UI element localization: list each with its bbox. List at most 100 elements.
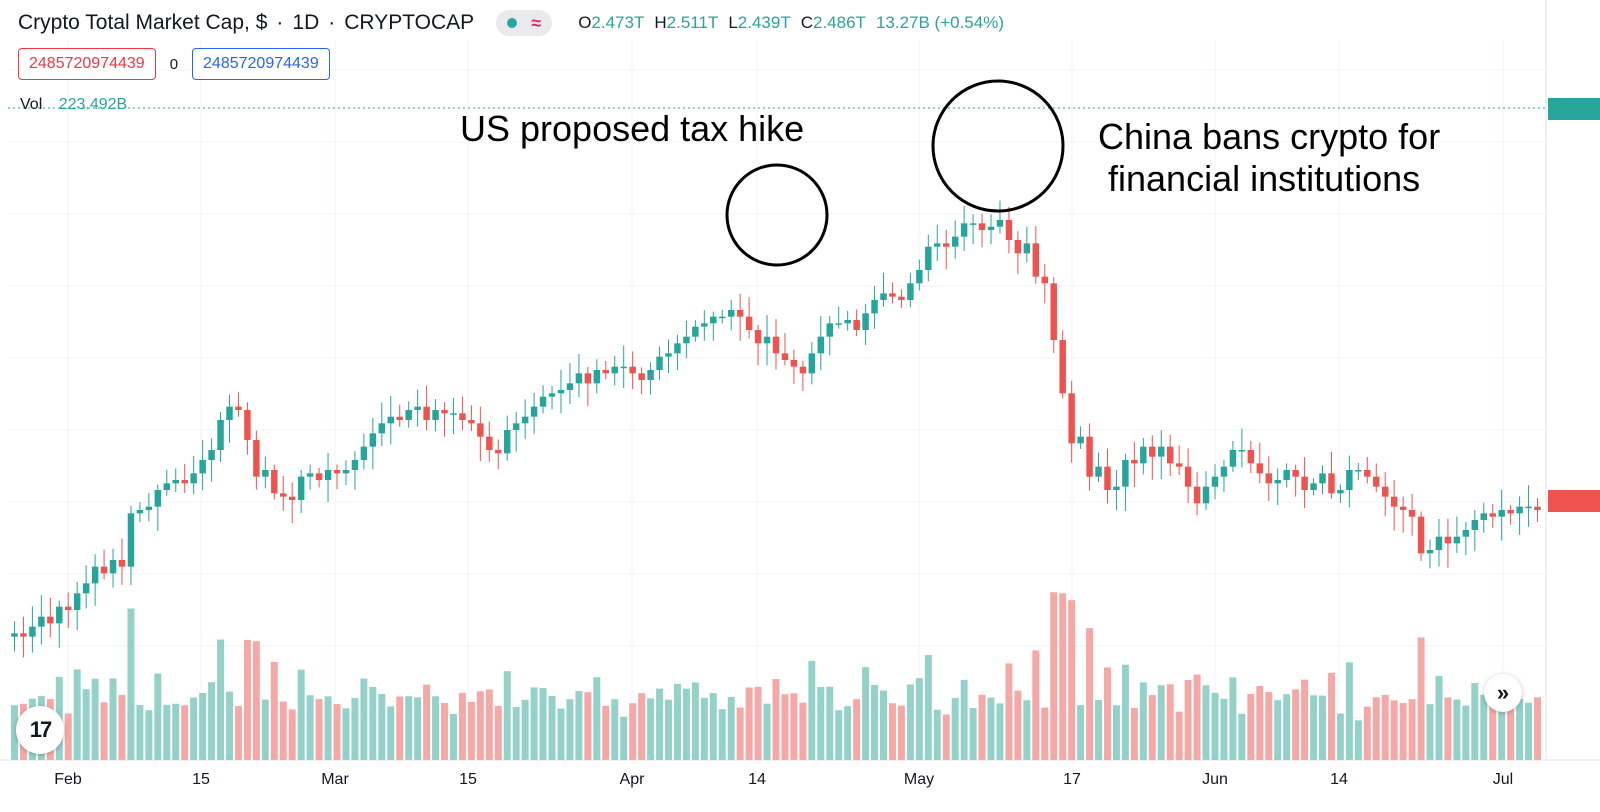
candle-body [1256, 463, 1264, 474]
sell-price-box[interactable]: 2485720974439 [18, 48, 156, 80]
last-price-tag [1548, 98, 1600, 120]
tradingview-logo-icon[interactable]: 17 [16, 706, 64, 754]
volume-bar [476, 691, 484, 760]
volume-bar [234, 706, 242, 760]
candle-body [503, 430, 511, 454]
volume-bar [1435, 675, 1443, 760]
candle-body [853, 320, 860, 330]
candle-body [378, 423, 386, 434]
volume-bar [1157, 685, 1165, 760]
volume-bar [978, 694, 986, 760]
volume-bar [494, 705, 502, 760]
volume-bar [673, 683, 681, 760]
volume-bar [906, 684, 914, 760]
volume-bar [960, 679, 968, 760]
volume-bar [763, 703, 771, 760]
volume-bar [467, 701, 475, 760]
volume-bar [1014, 690, 1022, 760]
candle-body [1077, 436, 1084, 444]
volume-bar [1489, 705, 1497, 760]
x-axis-label: May [903, 771, 935, 788]
volume-bar [1095, 699, 1103, 760]
volume-bar [342, 708, 350, 760]
volume-bar [924, 655, 932, 760]
volume-bar [217, 639, 225, 760]
candle-body [942, 243, 950, 247]
volume-bar [136, 705, 144, 760]
candle-body [288, 496, 296, 500]
candle-body [1095, 466, 1102, 477]
volume-bar [1086, 628, 1094, 760]
candle-body [441, 410, 448, 414]
interval-label[interactable]: 1D [292, 11, 320, 34]
status-pill[interactable]: ≈ [496, 10, 553, 36]
candle-body [835, 323, 842, 325]
candle-body [306, 473, 314, 477]
candle-body [754, 330, 762, 344]
buy-price-box[interactable]: 2485720974439 [192, 48, 330, 80]
candle-body [1328, 473, 1335, 494]
candle-body [360, 446, 368, 460]
volume-bar [405, 696, 413, 760]
close-key: C [800, 13, 813, 32]
candle-body [1471, 520, 1479, 530]
volume-bar [1480, 694, 1488, 760]
candle-body [11, 633, 18, 637]
volume-bar [754, 686, 762, 760]
candle-body [136, 510, 144, 514]
candle-body [1202, 486, 1210, 504]
candle-body [629, 366, 636, 374]
volume-bar [933, 709, 941, 760]
volume-bar [844, 706, 852, 760]
candle-body [82, 583, 90, 594]
volume-bar [1319, 695, 1326, 760]
candle-body [405, 410, 412, 420]
volume-bar [243, 639, 251, 760]
candle-body [1166, 446, 1174, 464]
candle-body [692, 326, 699, 337]
volume-bar [1050, 592, 1058, 760]
volume-bar [880, 690, 887, 760]
volume-bar [665, 699, 672, 760]
symbol-title[interactable]: Crypto Total Market Cap, $ [18, 11, 268, 34]
double-chevron-right-icon[interactable]: » [1484, 674, 1522, 712]
candle-body [432, 410, 439, 420]
volume-bar [718, 709, 726, 760]
annotation-china-line1: China bans crypto for [1098, 116, 1441, 157]
volume-bar [11, 705, 18, 760]
candle-body [898, 296, 905, 300]
candle-body [262, 470, 269, 477]
wave-indicator-icon: ≈ [531, 13, 542, 33]
volume-bar [1256, 685, 1264, 760]
volume-bar [333, 704, 341, 760]
candle-body [342, 470, 350, 474]
volume-bar [1390, 700, 1398, 760]
volume-bar [1363, 706, 1371, 760]
volume-bar [1023, 700, 1031, 760]
volume-bar [1292, 689, 1300, 760]
volume-bar [888, 703, 896, 760]
volume-bar [772, 679, 780, 760]
candle-body [638, 373, 645, 380]
candle-body [817, 336, 825, 354]
volume-bar [584, 692, 592, 760]
close-value: 2.486T [813, 13, 866, 32]
candle-body [145, 506, 153, 510]
volume-bar [897, 705, 905, 760]
volume-bar [1516, 698, 1524, 760]
candle-body [925, 246, 932, 270]
candle-body [1014, 240, 1022, 254]
candle-body [468, 420, 475, 424]
volume-bar [691, 682, 699, 760]
candle-body [1005, 220, 1013, 240]
candle-body [1149, 446, 1156, 457]
volume-bar [1211, 692, 1219, 760]
trade-boxes: 2485720974439 0 2485720974439 [18, 48, 330, 80]
candle-body [109, 560, 117, 574]
volume-bar [1408, 699, 1416, 760]
volume-bar [853, 699, 861, 760]
candle-body [199, 460, 206, 474]
volume-bar [1104, 667, 1111, 760]
volume-legend[interactable]: Vol 223.492B [20, 96, 127, 114]
